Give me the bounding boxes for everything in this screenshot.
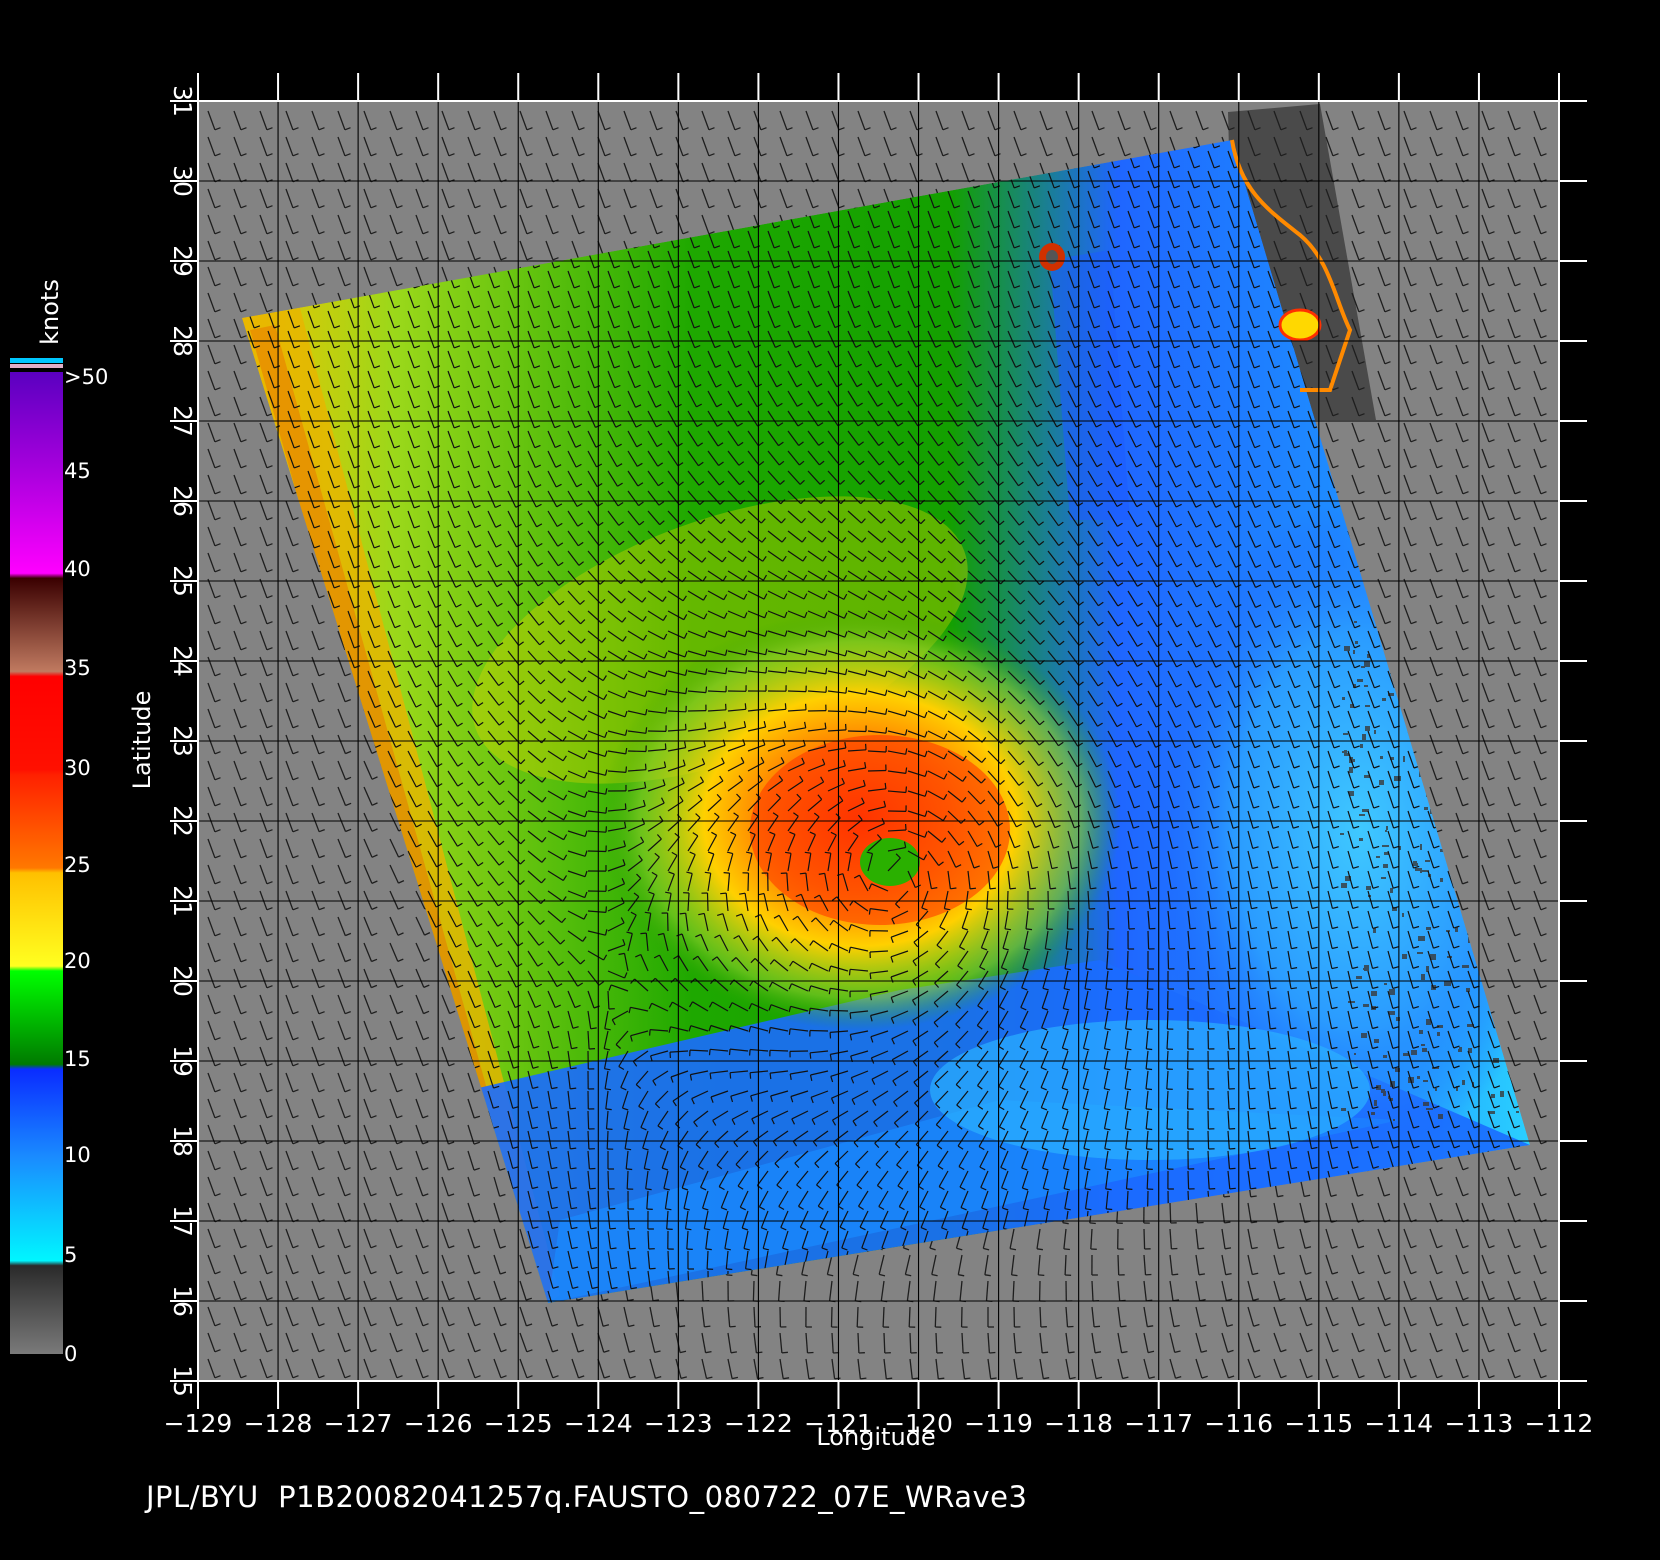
y-tick-label: 24 bbox=[168, 645, 197, 677]
y-tick-label: 17 bbox=[168, 1205, 197, 1237]
y-tick-label: 25 bbox=[168, 565, 197, 597]
x-axis-tick-labels: −129 −128 −127 −126 −125 −124 −123 −122 −121 −120… bbox=[164, 1409, 1594, 1438]
colorbar: knots 0 5 10 15 20 25 30 35 40 45 >50 bbox=[10, 279, 108, 1366]
colorbar-label: 25 bbox=[64, 853, 91, 877]
colorbar-label: 20 bbox=[64, 949, 91, 973]
x-tick-label: −114 bbox=[1365, 1409, 1434, 1438]
y-tick-label: 31 bbox=[168, 85, 197, 117]
y-tick-label: 29 bbox=[168, 245, 197, 277]
y-tick-label: 30 bbox=[168, 165, 197, 197]
colorbar-label: >50 bbox=[64, 365, 108, 389]
x-tick-label: −124 bbox=[564, 1409, 633, 1438]
colorbar-title: knots bbox=[36, 279, 64, 345]
x-tick-label: −118 bbox=[1044, 1409, 1113, 1438]
y-tick-label: 26 bbox=[168, 485, 197, 517]
y-axis-tick-labels: 15 16 17 18 19 20 21 22 23 24 25 26 27 28 29 30 31 bbox=[168, 85, 197, 1397]
x-tick-label: −115 bbox=[1284, 1409, 1353, 1438]
x-tick-label: −121 bbox=[804, 1409, 873, 1438]
y-tick-label: 23 bbox=[168, 725, 197, 757]
colorbar-label: 5 bbox=[64, 1243, 77, 1267]
colorbar-label: 15 bbox=[64, 1047, 91, 1071]
x-tick-label: −127 bbox=[324, 1409, 393, 1438]
x-tick-label: −128 bbox=[244, 1409, 313, 1438]
lat-lon-grid bbox=[198, 101, 1559, 1381]
y-axis-title: Latitude bbox=[128, 691, 156, 790]
colorbar-label: 30 bbox=[64, 756, 91, 780]
footer-caption: JPL/BYU P1B20082041257q.FAUSTO_080722_07… bbox=[146, 1480, 1028, 1514]
colorbar-label: 35 bbox=[64, 656, 91, 680]
y-tick-label: 22 bbox=[168, 805, 197, 837]
colorbar-label: 10 bbox=[64, 1143, 91, 1167]
y-tick-label: 15 bbox=[168, 1365, 197, 1397]
colorbar-label: 45 bbox=[64, 459, 91, 483]
y-tick-label: 27 bbox=[168, 405, 197, 437]
x-tick-label: −125 bbox=[484, 1409, 553, 1438]
x-tick-label: −119 bbox=[964, 1409, 1033, 1438]
x-tick-label: −126 bbox=[404, 1409, 473, 1438]
colorbar-label: 40 bbox=[64, 557, 91, 581]
y-tick-label: 28 bbox=[168, 325, 197, 357]
y-tick-label: 16 bbox=[168, 1285, 197, 1317]
x-tick-label: −123 bbox=[644, 1409, 713, 1438]
coastline-baja bbox=[1230, 139, 1353, 392]
wind-speed-swath bbox=[242, 140, 1530, 1303]
colorbar-label: 0 bbox=[64, 1342, 77, 1366]
axis-ticks bbox=[170, 73, 1587, 1409]
x-tick-label: −112 bbox=[1525, 1409, 1594, 1438]
x-axis-title: Longitude bbox=[816, 1423, 935, 1451]
y-tick-label: 19 bbox=[168, 1045, 197, 1077]
x-tick-label: −122 bbox=[724, 1409, 793, 1438]
x-tick-label: −117 bbox=[1124, 1409, 1193, 1438]
colorbar-ramp bbox=[10, 372, 63, 1354]
x-tick-label: −129 bbox=[164, 1409, 233, 1438]
y-tick-label: 21 bbox=[168, 885, 197, 917]
y-tick-label: 20 bbox=[168, 965, 197, 997]
x-tick-label: −120 bbox=[884, 1409, 953, 1438]
x-tick-label: −113 bbox=[1445, 1409, 1514, 1438]
y-tick-label: 18 bbox=[168, 1125, 197, 1157]
x-tick-label: −116 bbox=[1204, 1409, 1273, 1438]
